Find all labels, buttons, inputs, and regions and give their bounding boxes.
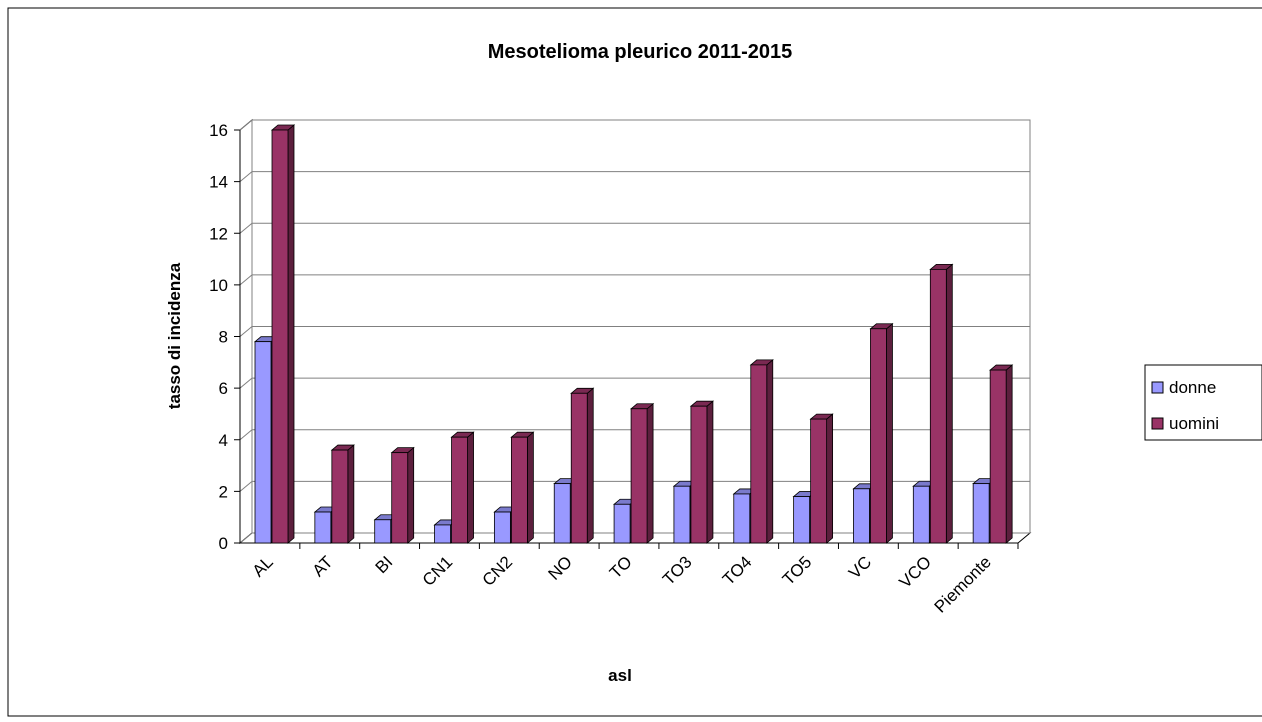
- grid-line-side: [239, 171, 253, 183]
- bar-side: [467, 431, 474, 544]
- x-axis-label: asl: [608, 666, 632, 685]
- x-tick-label: CN2: [479, 552, 516, 589]
- bar: [374, 519, 392, 544]
- grid-line-side: [239, 480, 253, 492]
- grid-line-side: [239, 119, 253, 131]
- y-tick-label: 0: [219, 534, 228, 553]
- chart-title: Mesotelioma pleurico 2011-2015: [488, 41, 793, 63]
- bar-side: [706, 400, 714, 544]
- y-tick-label: 6: [219, 379, 228, 398]
- y-tick-label: 10: [209, 276, 228, 295]
- bar: [972, 483, 990, 544]
- bar-side: [407, 446, 415, 544]
- bar: [331, 449, 349, 544]
- grid-line-side: [239, 532, 253, 544]
- bar-side: [526, 431, 534, 544]
- bar: [451, 436, 468, 544]
- bar-side: [646, 402, 654, 544]
- legend-swatch: [1151, 381, 1164, 394]
- bar: [510, 436, 528, 544]
- bar: [570, 392, 588, 544]
- x-tick-label: TO5: [779, 552, 816, 589]
- legend-swatch: [1151, 417, 1164, 430]
- grid-line-side: [239, 274, 253, 286]
- legend-box: [1144, 364, 1262, 441]
- y-tick-label: 2: [219, 482, 228, 501]
- bar: [870, 328, 887, 544]
- y-axis-label: tasso di incidenza: [165, 262, 184, 409]
- x-tick-label: BI: [372, 552, 397, 577]
- bar-side: [347, 444, 355, 544]
- y-tick-label: 4: [219, 431, 228, 450]
- x-tick-label: NO: [545, 552, 576, 583]
- bar: [673, 485, 691, 544]
- y-tick-label: 14: [209, 173, 228, 192]
- bar-side: [886, 322, 893, 544]
- legend-label: uomini: [1169, 414, 1219, 433]
- bar: [690, 405, 708, 544]
- bar-side: [766, 359, 774, 544]
- x-tick-label: TO4: [719, 552, 756, 589]
- bar: [254, 341, 272, 544]
- bar: [750, 364, 768, 544]
- bar-side: [1005, 364, 1013, 544]
- x-tick-label: Piemonte: [931, 552, 995, 616]
- bar: [613, 503, 631, 544]
- bar: [989, 369, 1007, 544]
- y-tick-label: 16: [209, 121, 228, 140]
- bar: [810, 418, 828, 544]
- bar: [929, 268, 947, 544]
- x-tick-label: CN1: [419, 552, 456, 589]
- bar: [793, 496, 811, 544]
- bar: [434, 524, 451, 544]
- x-tick-label: AT: [309, 552, 337, 580]
- y-tick-label: 8: [219, 328, 228, 347]
- bar-side: [826, 413, 834, 544]
- bar: [853, 488, 870, 544]
- bar: [314, 511, 332, 544]
- x-tick-label: TO: [606, 552, 636, 582]
- bar: [553, 483, 571, 544]
- bar: [493, 511, 511, 544]
- bar: [391, 452, 409, 544]
- grid-line-side: [239, 326, 253, 337]
- x-tick-label: VC: [845, 552, 875, 582]
- grid-line-side: [239, 377, 253, 389]
- x-tick-label: AL: [249, 552, 277, 580]
- bar: [271, 129, 289, 544]
- bar: [733, 493, 751, 544]
- bar-side: [945, 263, 953, 544]
- bar: [912, 485, 930, 544]
- x-tick-label: TO3: [659, 552, 696, 589]
- grid-line-side: [239, 429, 253, 441]
- bar-side: [287, 124, 295, 544]
- x-tick-label: VCO: [896, 552, 935, 591]
- chart-border: [7, 7, 1262, 717]
- legend-label: donne: [1169, 378, 1216, 397]
- bar-side: [586, 387, 594, 544]
- y-tick-label: 12: [209, 224, 228, 243]
- bar: [630, 408, 648, 544]
- grid-line-side: [239, 222, 253, 234]
